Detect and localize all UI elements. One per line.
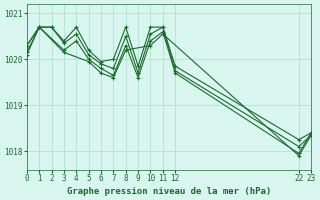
X-axis label: Graphe pression niveau de la mer (hPa): Graphe pression niveau de la mer (hPa) — [67, 187, 271, 196]
